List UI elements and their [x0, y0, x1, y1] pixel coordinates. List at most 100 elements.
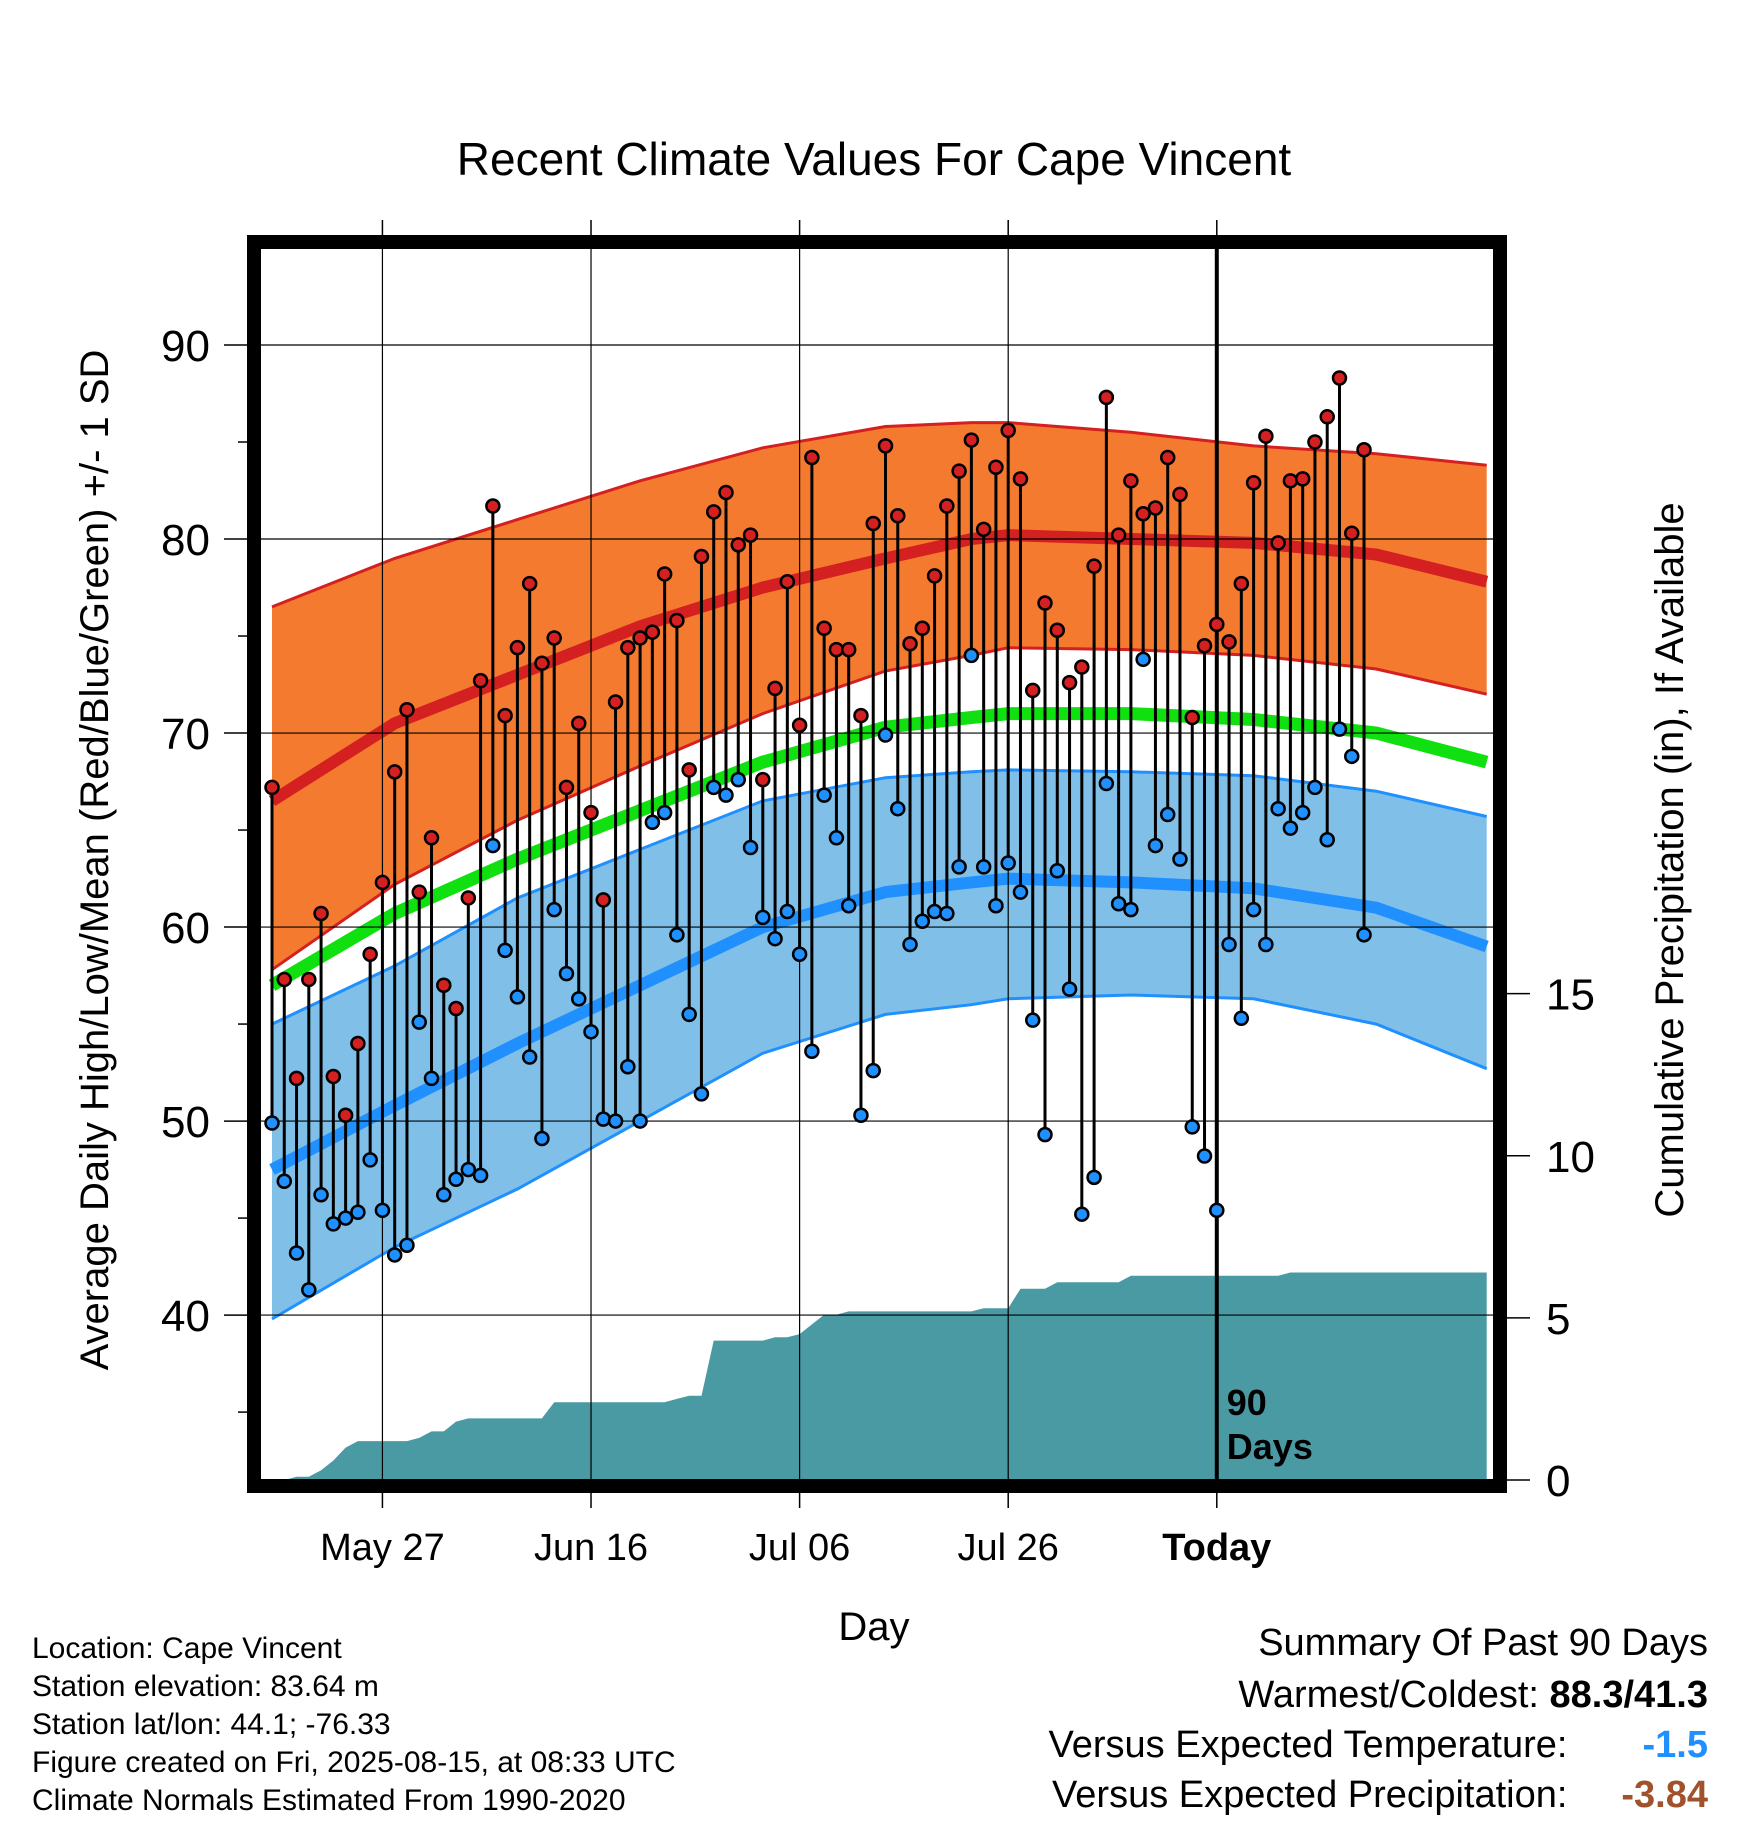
daily-low-point [1331, 721, 1348, 737]
daily-high-point [767, 680, 783, 697]
daily-high-point [1012, 471, 1029, 487]
daily-low-point [779, 903, 796, 920]
daily-high-point [288, 1070, 305, 1087]
daily-high-point [840, 641, 857, 658]
info-created: Figure created on Fri, 2025-08-15, at 08… [32, 1746, 676, 1779]
daily-high-point [1024, 682, 1041, 699]
daily-high-point [1086, 558, 1102, 574]
daily-high-point [1356, 442, 1372, 458]
daily-low-point [1037, 1126, 1053, 1143]
daily-low-point [350, 1204, 366, 1221]
daily-low-point [337, 1210, 354, 1226]
daily-high-point [1282, 473, 1299, 489]
y-tick-label: 40 [161, 1292, 210, 1341]
daily-low-point [840, 897, 857, 914]
daily-high-point [988, 459, 1004, 475]
daily-high-point [791, 717, 808, 734]
daily-low-point [742, 839, 759, 856]
daily-low-point [730, 771, 747, 788]
daily-low-point [1049, 863, 1066, 879]
summary-warmest-value: 88.3/41.3 [1549, 1674, 1708, 1716]
daily-low-point [497, 942, 513, 959]
daily-low-point [620, 1058, 636, 1075]
summary-temp-label: Versus Expected Temperature: [1048, 1724, 1568, 1766]
daily-high-point [816, 620, 832, 637]
daily-high-point [1184, 709, 1200, 726]
daily-high-point [1221, 634, 1237, 650]
daily-high-point [583, 804, 599, 821]
summary-temperature: Versus Expected Temperature: -1.5 [1049, 1724, 1708, 1767]
daily-high-point [1307, 434, 1323, 450]
daily-low-point [362, 1152, 378, 1168]
daily-low-point [816, 787, 832, 803]
daily-high-point [571, 715, 587, 732]
low-sd-band-upper-edge [271, 768, 1488, 1026]
daily-low-point [558, 965, 575, 982]
daily-high-point [325, 1068, 342, 1085]
x-tick-label: May 27 [320, 1527, 445, 1569]
y2-tick-label: 5 [1546, 1295, 1570, 1344]
daily-high-point [705, 504, 722, 520]
daily-high-point [546, 630, 562, 646]
y2-tick-label: 15 [1546, 971, 1595, 1020]
daily-high-point [681, 762, 697, 778]
daily-low-point [264, 1115, 280, 1131]
daily-high-point [436, 977, 452, 994]
high-sd-band [272, 422, 1487, 970]
daily-low-point [755, 909, 771, 926]
daily-high-point [1037, 595, 1053, 611]
summary-precipitation: Versus Expected Precipitation: -3.84 [1052, 1774, 1708, 1817]
station-info: Location: Cape Vincent Station elevation… [32, 1630, 676, 1820]
daily-low-point [1172, 851, 1188, 867]
daily-low-point [767, 930, 783, 947]
daily-high-point [914, 620, 931, 637]
daily-low-point [1000, 855, 1016, 871]
daily-low-point [902, 936, 918, 953]
daily-low-point [448, 1171, 464, 1188]
daily-high-point [742, 527, 759, 543]
daily-high-point [411, 884, 427, 900]
today-days-label: 90 [1227, 1382, 1267, 1423]
daily-high-point [890, 507, 906, 524]
daily-low-point [705, 779, 722, 796]
daily-high-point [1233, 575, 1250, 592]
daily-high-point [1123, 473, 1139, 489]
daily-low-point [926, 903, 943, 920]
daily-high-point [399, 702, 415, 718]
info-elevation: Station elevation: 83.64 m [32, 1670, 379, 1703]
daily-high-point [1061, 674, 1078, 691]
daily-high-point [1135, 506, 1151, 522]
daily-low-point [1110, 896, 1127, 912]
daily-high-point [632, 630, 648, 646]
daily-low-point [571, 991, 587, 1007]
y2-tick-label: 0 [1546, 1457, 1570, 1506]
daily-low-point [374, 1202, 391, 1219]
daily-low-point [485, 837, 501, 854]
daily-low-point [423, 1070, 440, 1087]
daily-low-point [1135, 651, 1151, 668]
daily-high-point [926, 568, 943, 584]
summary-temp-value: -1.5 [1642, 1724, 1708, 1766]
y2-tick-label: 10 [1546, 1133, 1595, 1182]
daily-high-point [595, 892, 612, 908]
daily-low-point [1282, 820, 1299, 836]
chart-title: Recent Climate Values For Cape Vincent [457, 133, 1292, 185]
daily-low-point [1221, 936, 1237, 953]
daily-high-point [558, 779, 575, 796]
daily-low-point [1344, 748, 1360, 765]
normal-low-line [269, 872, 1489, 1175]
daily-low-point [939, 905, 955, 922]
info-normals: Climate Normals Estimated From 1990-2020 [32, 1784, 626, 1817]
daily-high-point [423, 830, 440, 846]
daily-low-point [411, 1014, 427, 1030]
daily-low-point [975, 859, 992, 875]
daily-low-point [951, 859, 967, 875]
today-days-label: Days [1227, 1426, 1313, 1467]
daily-low-point [325, 1216, 342, 1232]
daily-high-point [644, 624, 661, 640]
daily-low-point [1356, 927, 1372, 943]
daily-high-point [362, 946, 378, 962]
daily-low-point [1184, 1119, 1200, 1135]
daily-low-point [1024, 1012, 1041, 1028]
daily-low-point [804, 1043, 820, 1059]
